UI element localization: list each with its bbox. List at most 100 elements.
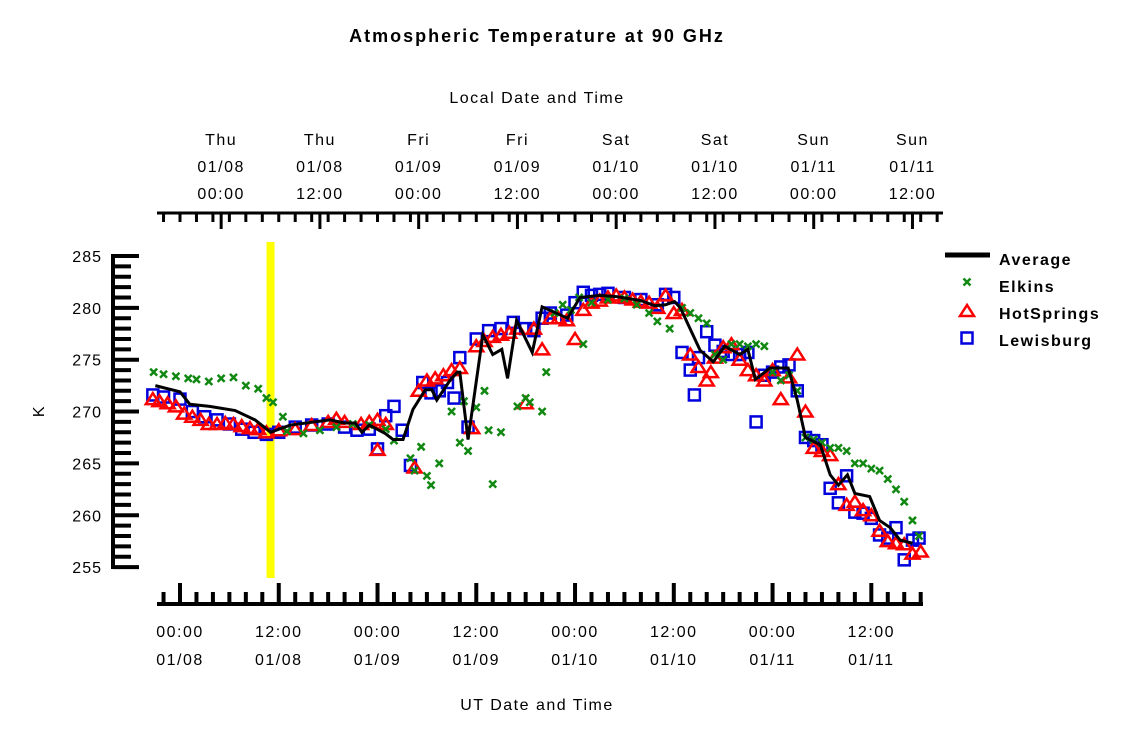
hotsprings-point [532, 341, 552, 356]
lewisburg-point [683, 363, 698, 377]
top-tick-time: 12:00 [296, 186, 344, 203]
hotsprings-point [812, 442, 832, 458]
hotsprings-point [248, 420, 268, 436]
elkins-point [422, 471, 432, 481]
hotsprings-point [285, 420, 305, 436]
legend-label: Lewisburg [999, 333, 1093, 350]
elkins-point [315, 425, 325, 435]
hotsprings-point [689, 358, 708, 374]
elkins-point [694, 313, 703, 323]
elkins-point [644, 308, 654, 318]
elkins-point [159, 369, 168, 379]
elkins-point [183, 373, 193, 383]
top-tick-date: 01/08 [296, 159, 344, 176]
chart-title: Atmospheric Temperature at 90 GHz [349, 26, 725, 46]
legend-label: Elkins [999, 279, 1055, 296]
top-tick-date: 01/11 [889, 159, 935, 176]
top-tick-day: Sun [797, 132, 830, 149]
elkins-point [447, 407, 456, 416]
elkins-point [410, 466, 419, 476]
hotsprings-point [368, 411, 387, 427]
bottom-tick-date: 01/09 [354, 652, 402, 669]
hotsprings-point [557, 311, 577, 327]
y-axis-label: K [31, 405, 48, 417]
bottom-tick-time: 12:00 [255, 624, 303, 641]
elkins-point [899, 497, 909, 507]
legend: Average Elkins HotSprings Lewisburg [945, 252, 1100, 350]
elkins-point [727, 339, 736, 349]
elkins-point [718, 355, 728, 365]
elkins-point [171, 371, 181, 381]
series-elkins [149, 293, 924, 541]
elkins-point [685, 308, 695, 318]
top-tick-time: 00:00 [395, 186, 443, 203]
lewisburg-point [494, 321, 508, 336]
top-tick-time: 12:00 [889, 186, 937, 203]
bottom-tick-time: 12:00 [848, 624, 896, 641]
elkins-point [192, 375, 201, 384]
hotsprings-point [327, 410, 346, 426]
bottom-tick-date: 01/11 [848, 652, 894, 669]
hotsprings-point [656, 287, 675, 302]
hotsprings-point [224, 415, 243, 431]
elkins-point [842, 446, 852, 456]
elkins-point [496, 427, 506, 437]
hotsprings-point [845, 493, 865, 509]
legend-label: Average [999, 252, 1072, 269]
top-tick-time: 12:00 [691, 186, 739, 203]
hotsprings-point [870, 522, 889, 538]
elkins-point [282, 426, 292, 436]
elkins-point [850, 459, 860, 468]
elkins-point [268, 397, 278, 407]
hotsprings-point [150, 392, 169, 408]
legend-hotsprings-marker [957, 302, 977, 318]
top-tick-day: Sat [602, 132, 631, 149]
hotsprings-point [302, 416, 321, 432]
bottom-tick-time: 12:00 [650, 624, 698, 641]
top-tick-date: 01/11 [791, 159, 837, 176]
elkins-point [149, 367, 159, 377]
bottom-tick-time: 00:00 [551, 624, 599, 641]
series-hotsprings [143, 287, 930, 560]
top-tick-day: Sat [701, 132, 730, 149]
top-tick-day: Fri [407, 132, 430, 149]
elkins-point [768, 367, 777, 377]
elkins-point [480, 386, 489, 396]
elkins-point [914, 531, 924, 541]
hotsprings-point [573, 301, 593, 317]
bottom-tick-date: 01/08 [255, 652, 303, 669]
elkins-point [891, 484, 901, 494]
legend-elkins-marker [962, 277, 972, 287]
legend-label: HotSprings [999, 306, 1100, 323]
hotsprings-point [771, 390, 791, 406]
hotsprings-point [701, 363, 721, 379]
elkins-point [776, 376, 786, 385]
hotsprings-point [191, 411, 210, 427]
hotsprings-point [368, 441, 387, 457]
hotsprings-point [232, 417, 252, 433]
elkins-point [484, 425, 494, 435]
elkins-point [299, 428, 308, 438]
lewisburg-point [839, 469, 854, 483]
top-tick-time: 12:00 [494, 186, 542, 203]
hotsprings-point [829, 475, 848, 491]
elkins-point [665, 324, 675, 333]
hotsprings-point [755, 372, 774, 387]
top-tick-date: 01/09 [395, 159, 443, 176]
lewisburg-point [387, 399, 401, 414]
hotsprings-point [779, 369, 799, 384]
elkins-point [434, 459, 444, 468]
hotsprings-point [158, 394, 177, 410]
hotsprings-point [804, 439, 823, 455]
hotsprings-point [183, 408, 202, 423]
hotsprings-point [565, 330, 585, 346]
lewisburg-point [881, 531, 895, 545]
bottom-tick-time: 00:00 [354, 624, 402, 641]
elkins-point [759, 341, 769, 351]
hotsprings-point [240, 419, 260, 435]
elkins-point [541, 367, 551, 377]
elkins-point [278, 412, 288, 422]
bottom-tick-date: 01/09 [453, 652, 501, 669]
elkins-point [216, 373, 226, 383]
elkins-point [241, 381, 251, 391]
